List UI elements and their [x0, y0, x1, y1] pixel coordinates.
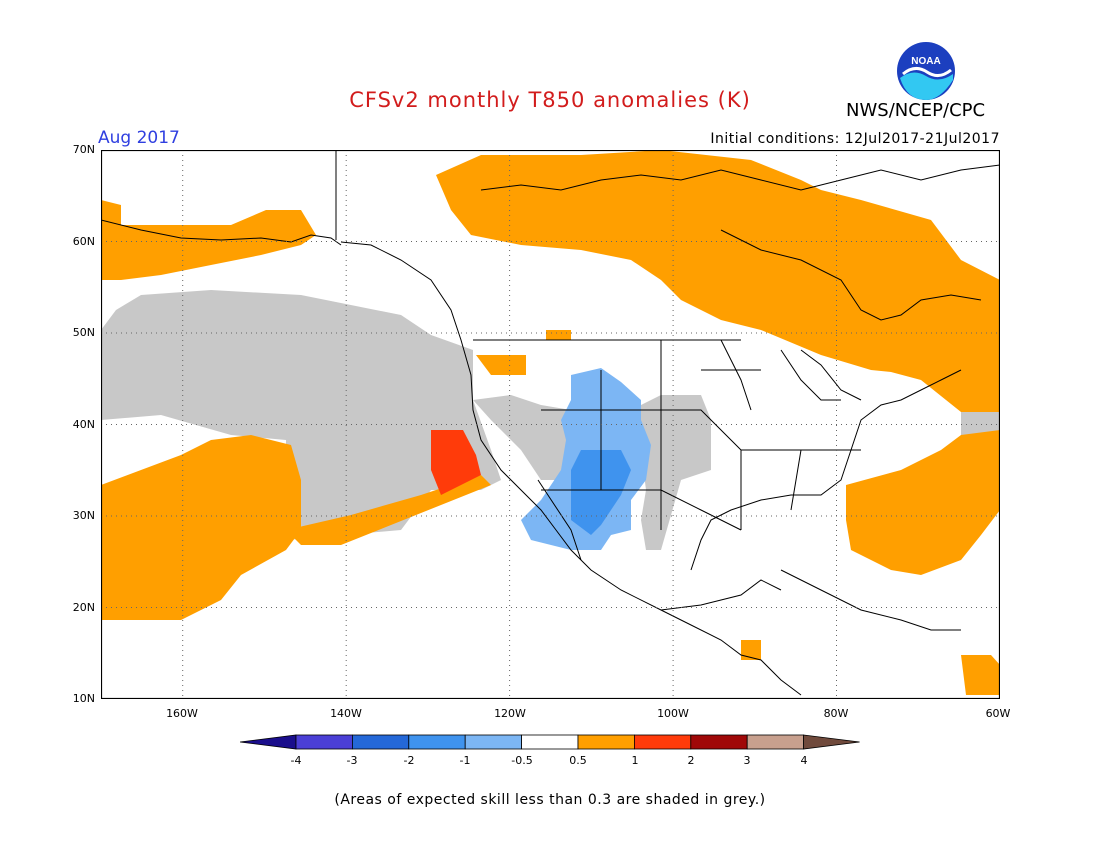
colorbar-label: 4 [800, 754, 808, 767]
lon-label-140w: 140W [330, 707, 362, 720]
skill-footnote: (Areas of expected skill less than 0.3 a… [334, 792, 766, 808]
strong-warm-area [431, 430, 481, 495]
colorbar-cells [240, 734, 860, 750]
cooler-anomaly-areas [571, 450, 631, 535]
colorbar-label: 3 [743, 754, 751, 767]
colorbar-cell [352, 734, 410, 750]
noaa-logo: NOAA [897, 42, 955, 100]
colorbar-cell [690, 734, 748, 750]
valid-month-label: Aug 2017 [98, 128, 180, 148]
colorbar-cell [577, 734, 635, 750]
colorbar-label: -2 [403, 754, 415, 767]
lon-label-60w: 60W [985, 707, 1011, 720]
colorbar-label: 1 [631, 754, 639, 767]
colorbar-label: 0.5 [569, 754, 587, 767]
colorbar-label: -4 [290, 754, 302, 767]
agency-label: NWS/NCEP/CPC [846, 100, 986, 121]
lon-label-80w: 80W [823, 707, 849, 720]
coastlines [101, 150, 962, 696]
lat-label-70n: 70N [72, 143, 95, 156]
lat-label-30n: 30N [72, 509, 95, 522]
colorbar-cell [464, 734, 522, 750]
colorbar-label: -0.5 [511, 754, 533, 767]
lat-label-50n: 50N [72, 326, 95, 339]
lon-label-160w: 160W [166, 707, 198, 720]
colorbar-arrow-high [803, 734, 860, 750]
colorbar-cell [521, 734, 579, 750]
anomaly-map [101, 150, 1000, 699]
colorbar-cell [746, 734, 805, 750]
colorbar-cell [408, 734, 466, 750]
lon-label-120w: 120W [494, 707, 526, 720]
lat-label-10n: 10N [72, 692, 95, 705]
map-title: CFSv2 monthly T850 anomalies (K) [349, 88, 751, 112]
lat-label-60n: 60N [72, 235, 95, 248]
noaa-logo-text: NOAA [911, 56, 940, 67]
lat-label-40n: 40N [72, 418, 95, 431]
initial-conditions-label: Initial conditions: 12Jul2017-21Jul2017 [710, 131, 1000, 147]
colorbar-label: -3 [346, 754, 358, 767]
lat-label-20n: 20N [72, 601, 95, 614]
colorbar-label: -1 [459, 754, 471, 767]
colorbar-cell [295, 734, 353, 750]
map-frame [101, 150, 1000, 699]
canada-arctic-coast [480, 164, 1000, 401]
warm-anomaly-areas [101, 150, 1000, 695]
colorbar-arrow-low [240, 734, 297, 750]
colorbar-label: 2 [687, 754, 695, 767]
colorbar-cell [633, 734, 692, 750]
lon-label-100w: 100W [657, 707, 689, 720]
colorbar [240, 734, 860, 750]
